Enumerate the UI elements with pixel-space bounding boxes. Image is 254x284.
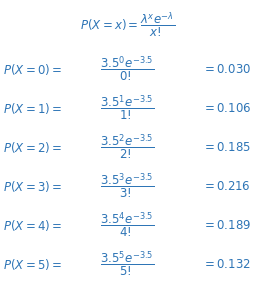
Text: $P(X = 3) = $: $P(X = 3) = $: [3, 179, 61, 194]
Text: $\dfrac{3.5^0 e^{-3.5}}{0!}$: $\dfrac{3.5^0 e^{-3.5}}{0!}$: [100, 55, 154, 84]
Text: $\dfrac{3.5^2 e^{-3.5}}{2!}$: $\dfrac{3.5^2 e^{-3.5}}{2!}$: [100, 133, 154, 162]
Text: $P(X = x) = \dfrac{\lambda^x e^{-\lambda}}{x!}$: $P(X = x) = \dfrac{\lambda^x e^{-\lambda…: [80, 11, 174, 40]
Text: $= 0.106$: $= 0.106$: [201, 102, 250, 115]
Text: $P(X = 4) = $: $P(X = 4) = $: [3, 218, 61, 233]
Text: $= 0.185$: $= 0.185$: [201, 141, 250, 154]
Text: $\dfrac{3.5^5 e^{-3.5}}{5!}$: $\dfrac{3.5^5 e^{-3.5}}{5!}$: [100, 249, 154, 279]
Text: $P(X = 0) = $: $P(X = 0) = $: [3, 62, 61, 77]
Text: $= 0.189$: $= 0.189$: [201, 219, 250, 232]
Text: $\dfrac{3.5^4 e^{-3.5}}{4!}$: $\dfrac{3.5^4 e^{-3.5}}{4!}$: [100, 210, 154, 240]
Text: $= 0.216$: $= 0.216$: [202, 180, 250, 193]
Text: $= 0.132$: $= 0.132$: [201, 258, 250, 271]
Text: $\dfrac{3.5^1 e^{-3.5}}{1!}$: $\dfrac{3.5^1 e^{-3.5}}{1!}$: [100, 94, 154, 123]
Text: $P(X = 1) = $: $P(X = 1) = $: [3, 101, 61, 116]
Text: $P(X = 5) = $: $P(X = 5) = $: [3, 257, 61, 272]
Text: $P(X = 2) = $: $P(X = 2) = $: [3, 140, 61, 155]
Text: $= 0.030$: $= 0.030$: [201, 63, 250, 76]
Text: $\dfrac{3.5^3 e^{-3.5}}{3!}$: $\dfrac{3.5^3 e^{-3.5}}{3!}$: [100, 172, 154, 201]
